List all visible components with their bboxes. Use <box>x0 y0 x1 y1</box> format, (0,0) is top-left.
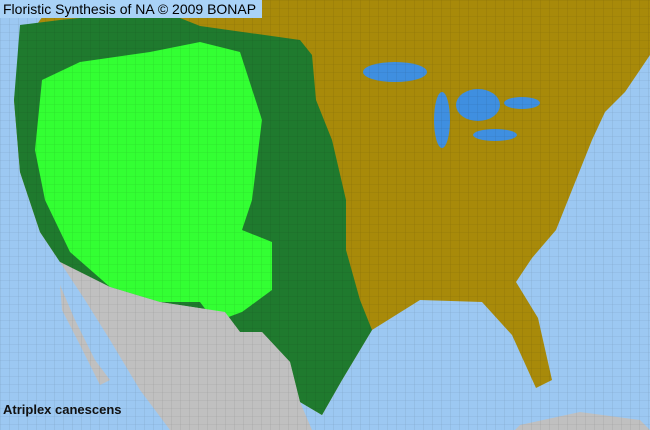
map-title: Floristic Synthesis of NA © 2009 BONAP <box>0 0 263 18</box>
species-label: Atriplex canescens <box>3 402 122 417</box>
